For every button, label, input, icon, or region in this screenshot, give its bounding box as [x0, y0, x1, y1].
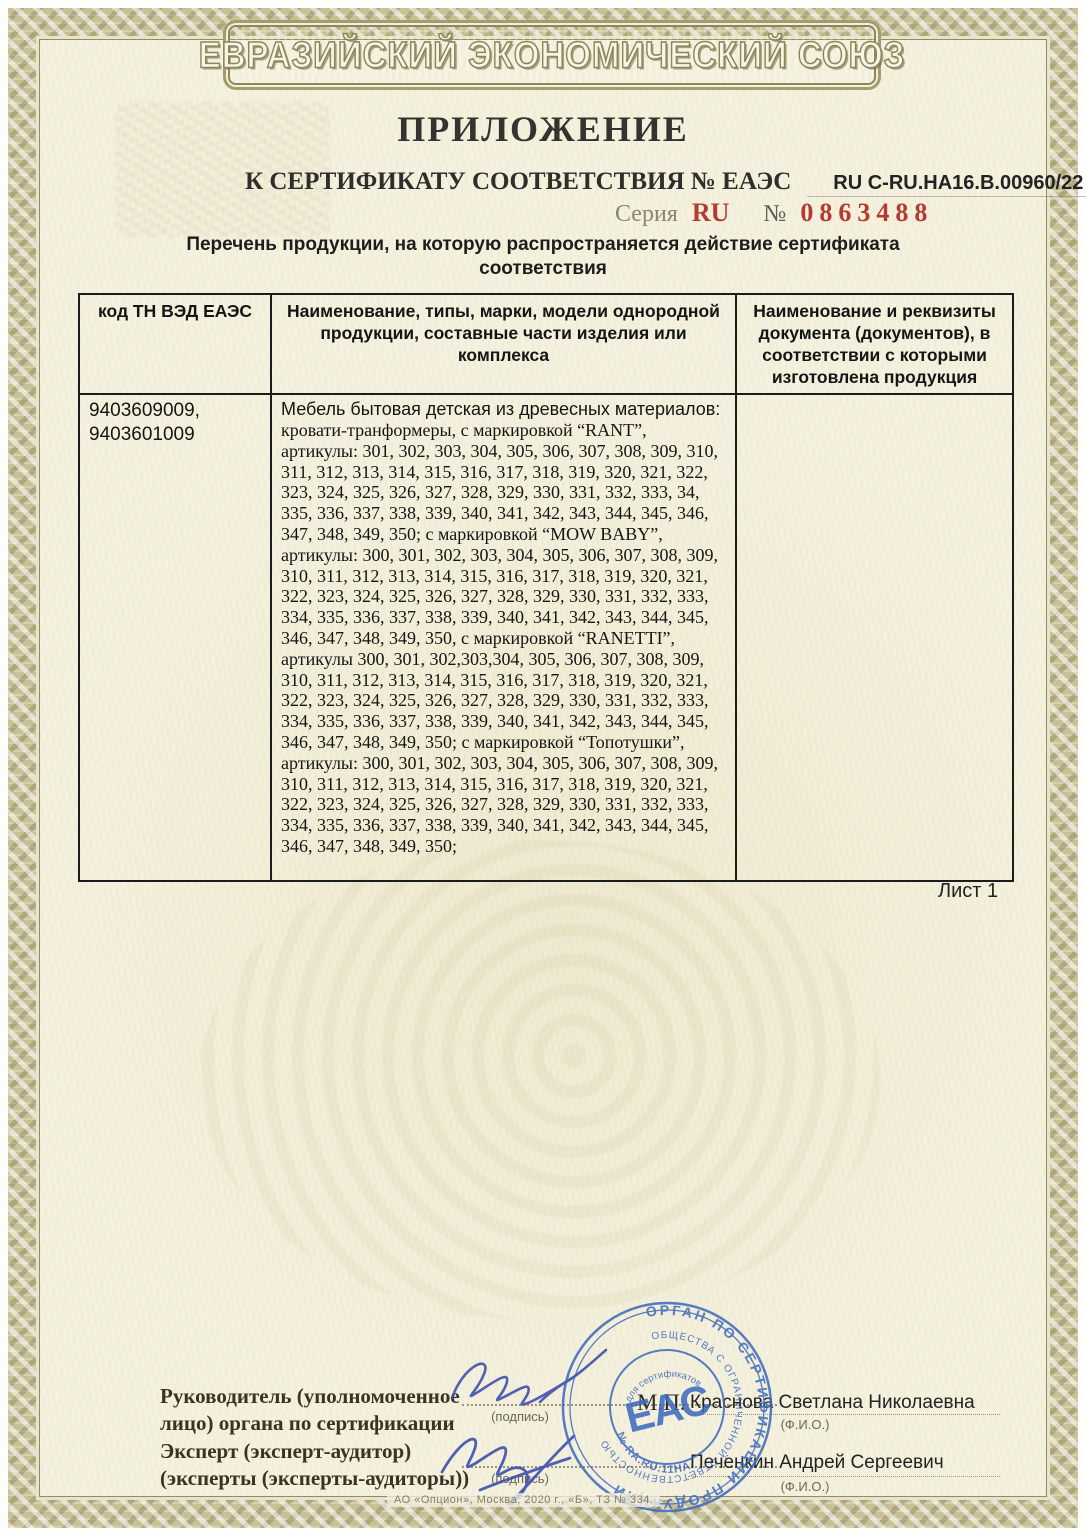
name-line-expert: [688, 1476, 1000, 1477]
blank-number: 0863488: [800, 198, 934, 227]
signature-stroke-head: [450, 1348, 608, 1406]
expert-name: Печенкин Андрей Сергеевич: [690, 1452, 944, 1473]
stamp-place-label: М.П.: [637, 1390, 686, 1415]
signature-line-head: [462, 1404, 777, 1406]
stamp-star: *: [687, 1495, 695, 1510]
product-details: кровати-транформеры, с маркировкой “RANT…: [281, 420, 719, 856]
certification-body-stamp: ОРГАН ПО СЕРТИФИКАЦИИ ПРОДУКЦИИ ОБЩЕСТВА…: [561, 1280, 794, 1528]
number-sign: №: [763, 201, 787, 227]
table-header-documents: Наименование и реквизиты документа (доку…: [737, 295, 1012, 395]
fio-caption-expert: (Ф.И.О.): [780, 1479, 830, 1494]
handwritten-signatures: [440, 1348, 608, 1505]
head-of-body-label: Руководитель (уполномоченное лицо) орган…: [160, 1384, 460, 1435]
eaeu-banner: ЕВРАЗИЙСКИЙ ЭКОНОМИЧЕСКИЙ СОЮЗ: [198, 25, 905, 85]
series-label: Серия: [615, 201, 678, 227]
table-cell-code: 9403609009, 9403601009: [80, 395, 272, 880]
guilloche-watermark: [200, 840, 880, 1320]
product-list-subtitle: Перечень продукции, на которую распростр…: [186, 234, 900, 279]
name-line-head: [688, 1414, 1000, 1415]
series-line: Серия RU № 0863488: [615, 198, 933, 228]
table-cell-documents: [737, 395, 1012, 880]
eaeu-banner-title: ЕВРАЗИЙСКИЙ ЭКОНОМИЧЕСКИЙ СОЮЗ: [198, 33, 906, 76]
table-header-code: код ТН ВЭД ЕАЭС: [80, 295, 272, 395]
table-header-product: Наименование, типы, марки, модели одноро…: [272, 295, 737, 395]
document-title: ПРИЛОЖЕНИЕ: [397, 109, 689, 149]
series-value: RU: [691, 198, 730, 227]
ink-smudge-watermark: [115, 102, 330, 237]
certificate-line: К СЕРТИФИКАТУ СООТВЕТСТВИЯ № ЕАЭС RU C-RU…: [245, 168, 1086, 197]
signature-caption-head: (подпись): [491, 1409, 549, 1424]
signature-line-expert: [462, 1466, 777, 1468]
certificate-label: К СЕРТИФИКАТУ СООТВЕТСТВИЯ № ЕАЭС: [245, 168, 792, 195]
product-table: код ТН ВЭД ЕАЭС Наименование, типы, марк…: [78, 293, 1014, 882]
table-cell-product: Мебель бытовая детская из древесных мате…: [272, 395, 737, 880]
fio-caption-head: (Ф.И.О.): [780, 1417, 830, 1432]
paper-background: [40, 40, 1046, 1496]
certificate-number: RU C-RU.HA16.B.00960/22: [807, 172, 1086, 197]
product-intro: Мебель бытовая детская из древесных мате…: [281, 399, 721, 419]
signature-caption-expert: (подпись): [491, 1471, 549, 1486]
printing-house-note: АО «Опцион», Москва, 2020 г., «Б», ТЗ № …: [387, 1493, 661, 1507]
stamp-rings: [561, 1301, 773, 1513]
expert-label: Эксперт (эксперт-аудитор) (эксперты (экс…: [160, 1439, 470, 1490]
head-name: Краснова Светлана Николаевна: [690, 1392, 975, 1413]
sheet-number: Лист 1: [938, 880, 999, 902]
eac-logo: ЕАС: [621, 1375, 715, 1441]
